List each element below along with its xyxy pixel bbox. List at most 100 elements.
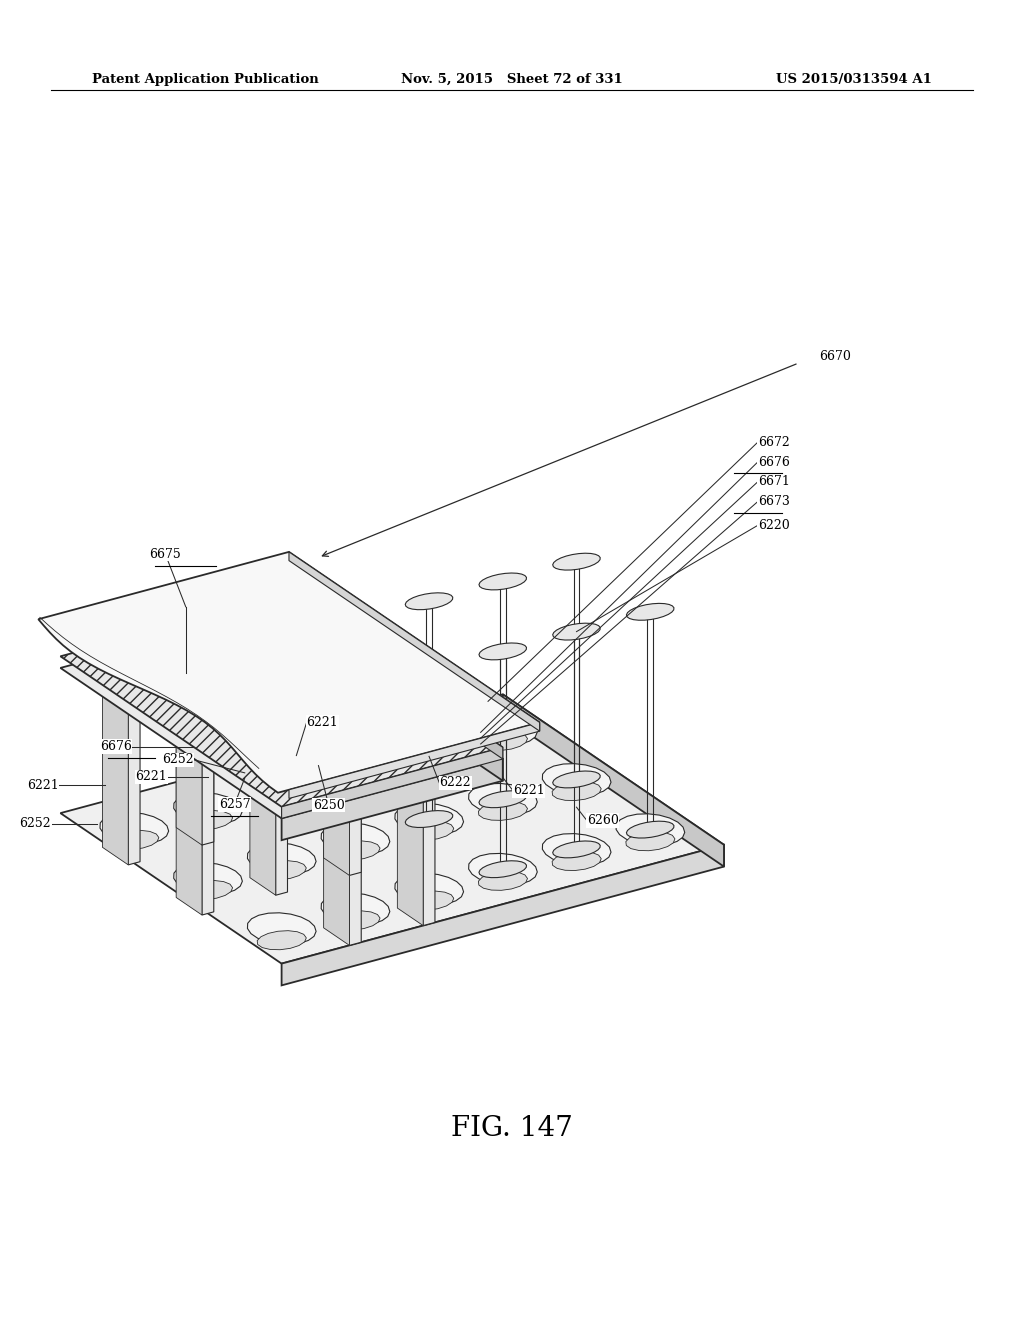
Text: 6221: 6221 [513,784,545,797]
Polygon shape [110,830,159,849]
Polygon shape [478,731,527,750]
Polygon shape [616,814,685,846]
Polygon shape [322,824,390,855]
Polygon shape [60,609,503,818]
Polygon shape [400,746,414,752]
Polygon shape [406,810,453,828]
Text: 6676: 6676 [99,741,132,754]
Polygon shape [437,737,451,742]
Polygon shape [395,874,464,906]
Text: Patent Application Publication: Patent Application Publication [92,73,318,86]
Polygon shape [60,597,503,807]
Polygon shape [183,880,232,899]
Text: 6676: 6676 [758,455,790,469]
Polygon shape [289,722,540,799]
Polygon shape [553,553,600,570]
Text: 6252: 6252 [162,754,194,766]
Polygon shape [322,894,390,925]
Polygon shape [100,813,169,845]
Text: 6260: 6260 [587,814,618,826]
Polygon shape [289,552,540,731]
Polygon shape [238,755,252,760]
Polygon shape [331,911,380,929]
Polygon shape [102,688,128,865]
Polygon shape [469,784,538,816]
Text: 6670: 6670 [819,350,851,363]
Text: 6673: 6673 [758,495,790,508]
Polygon shape [223,723,237,730]
Polygon shape [260,714,273,719]
Polygon shape [275,733,288,895]
Polygon shape [479,791,526,808]
Polygon shape [174,863,243,895]
Polygon shape [274,744,289,751]
Polygon shape [290,776,303,781]
Text: Nov. 5, 2015   Sheet 72 of 331: Nov. 5, 2015 Sheet 72 of 331 [401,73,623,86]
Polygon shape [248,774,316,805]
Polygon shape [38,552,540,793]
Polygon shape [176,738,202,915]
Text: US 2015/0313594 A1: US 2015/0313594 A1 [776,73,932,86]
Polygon shape [423,763,435,925]
Polygon shape [282,845,724,985]
Polygon shape [478,871,527,890]
Polygon shape [627,821,674,838]
Polygon shape [406,593,453,610]
Polygon shape [478,801,527,820]
Polygon shape [349,713,361,875]
Polygon shape [479,643,526,660]
Text: 6222: 6222 [439,776,471,789]
Polygon shape [202,682,214,845]
Text: 6672: 6672 [758,436,790,449]
Polygon shape [248,843,316,875]
Polygon shape [257,861,306,879]
Polygon shape [128,702,140,865]
Polygon shape [174,793,243,825]
Polygon shape [395,804,464,836]
Polygon shape [626,832,675,850]
Polygon shape [282,609,503,780]
Polygon shape [395,734,464,766]
Polygon shape [327,766,340,772]
Polygon shape [331,771,380,789]
Polygon shape [404,751,454,770]
Polygon shape [627,603,674,620]
Polygon shape [543,834,611,866]
Polygon shape [404,891,454,909]
Text: 6252: 6252 [19,817,51,830]
Text: 6257: 6257 [219,799,250,810]
Polygon shape [176,668,202,845]
Polygon shape [60,694,724,964]
Polygon shape [543,764,611,796]
Polygon shape [552,851,601,870]
Polygon shape [331,841,380,859]
Polygon shape [469,714,538,746]
Text: 6675: 6675 [150,548,181,561]
Text: 6221: 6221 [306,715,338,729]
Polygon shape [183,810,232,829]
Polygon shape [364,756,377,762]
Text: 6671: 6671 [758,475,790,488]
Text: FIG. 147: FIG. 147 [451,1115,573,1142]
Polygon shape [397,748,423,925]
Polygon shape [552,781,601,800]
Polygon shape [404,821,454,840]
Text: 6220: 6220 [758,519,790,532]
Polygon shape [348,725,362,731]
Text: 6221: 6221 [135,771,167,783]
Text: 6250: 6250 [312,799,345,812]
Text: 6221: 6221 [27,779,58,792]
Polygon shape [248,913,316,945]
Polygon shape [311,735,326,741]
Polygon shape [503,694,724,866]
Polygon shape [469,854,538,886]
Polygon shape [324,698,349,875]
Polygon shape [553,623,600,640]
Polygon shape [324,768,349,945]
Polygon shape [282,759,503,840]
Polygon shape [479,573,526,590]
Polygon shape [282,747,503,818]
Polygon shape [349,783,361,945]
Polygon shape [250,718,275,895]
Polygon shape [553,841,600,858]
